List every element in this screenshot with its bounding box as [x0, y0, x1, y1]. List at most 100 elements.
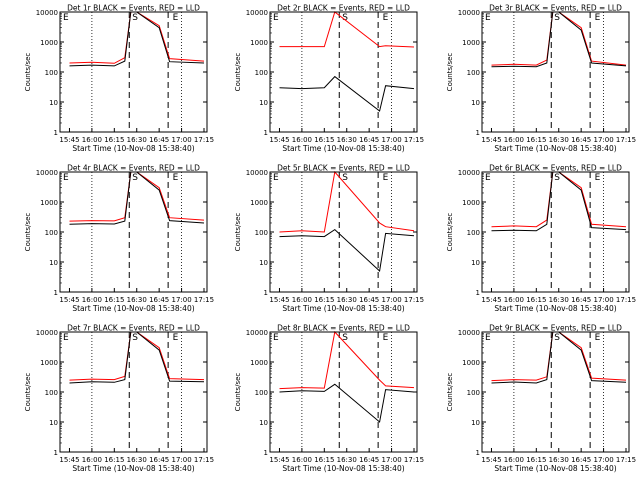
y-tick-label: 1 [476, 129, 480, 137]
interval-marker: E [173, 333, 179, 343]
x-axis-label: Start Time (10-Nov-08 15:38:40) [282, 304, 404, 313]
x-tick-label: 17:15 [404, 136, 424, 144]
panel-title: Det 1r BLACK = Events, RED = LLD [67, 4, 200, 13]
x-tick-label: 15:45 [59, 136, 79, 144]
interval-marker: E [173, 13, 179, 23]
y-axis-label: Counts/sec [234, 373, 242, 412]
y-axis-label: Counts/sec [446, 373, 454, 412]
y-tick-label: 100 [255, 69, 268, 77]
y-tick-label: 10000 [458, 329, 480, 337]
interval-marker: E [485, 13, 491, 23]
x-tick-label: 16:30 [549, 136, 569, 144]
plot-frame [269, 11, 418, 133]
y-tick-label: 10000 [458, 9, 480, 17]
x-tick-label: 16:30 [127, 456, 147, 464]
y-tick-label: 10 [471, 259, 480, 267]
x-tick-label: 16:15 [526, 296, 546, 304]
y-tick-label: 100 [45, 69, 58, 77]
x-tick-label: 16:15 [526, 456, 546, 464]
x-tick-label: 17:15 [194, 456, 214, 464]
panel-title: Det 7r BLACK = Events, RED = LLD [67, 324, 200, 333]
y-tick-label: 1000 [40, 39, 58, 47]
x-tick-label: 16:00 [82, 296, 102, 304]
x-tick-label: 17:15 [194, 136, 214, 144]
x-tick-label: 17:00 [593, 296, 613, 304]
x-tick-label: 16:00 [82, 456, 102, 464]
y-tick-label: 1 [264, 289, 268, 297]
y-tick-label: 1000 [462, 359, 480, 367]
interval-marker: S [554, 333, 560, 343]
y-tick-label: 100 [45, 229, 58, 237]
plot-frame [59, 171, 208, 293]
y-tick-label: 10 [49, 419, 58, 427]
interval-marker: E [63, 13, 69, 23]
x-axis-label: Start Time (10-Nov-08 15:38:40) [282, 464, 404, 473]
y-tick-label: 10 [259, 99, 268, 107]
x-tick-label: 15:45 [269, 456, 289, 464]
x-tick-label: 17:00 [381, 136, 401, 144]
y-tick-label: 100 [255, 389, 268, 397]
x-axis-label: Start Time (10-Nov-08 15:38:40) [494, 464, 616, 473]
y-tick-label: 100 [467, 69, 480, 77]
x-tick-label: 17:00 [171, 136, 191, 144]
interval-marker: E [63, 333, 69, 343]
x-tick-label: 16:30 [337, 136, 357, 144]
panel-title: Det 6r BLACK = Events, RED = LLD [489, 164, 622, 173]
x-tick-label: 17:15 [404, 296, 424, 304]
x-tick-label: 17:00 [593, 136, 613, 144]
y-tick-label: 1000 [462, 39, 480, 47]
y-tick-label: 100 [255, 229, 268, 237]
y-tick-label: 1000 [40, 199, 58, 207]
interval-marker: E [383, 13, 389, 23]
y-axis-label: Counts/sec [234, 53, 242, 92]
x-tick-label: 17:15 [616, 136, 636, 144]
plot-frame [481, 11, 630, 133]
plot-frame [59, 331, 208, 453]
x-tick-label: 16:45 [359, 296, 379, 304]
x-tick-label: 17:15 [404, 456, 424, 464]
x-tick-label: 16:15 [314, 456, 334, 464]
x-tick-label: 17:15 [616, 456, 636, 464]
x-tick-label: 15:45 [481, 296, 501, 304]
x-tick-label: 16:00 [292, 296, 312, 304]
x-tick-label: 16:15 [104, 296, 124, 304]
x-tick-label: 16:15 [526, 136, 546, 144]
x-axis-label: Start Time (10-Nov-08 15:38:40) [72, 464, 194, 473]
x-axis-label: Start Time (10-Nov-08 15:38:40) [494, 304, 616, 313]
y-tick-label: 1000 [250, 359, 268, 367]
y-tick-label: 1 [54, 129, 58, 137]
y-tick-label: 1000 [462, 199, 480, 207]
y-tick-label: 1 [54, 449, 58, 457]
x-tick-label: 16:45 [571, 296, 591, 304]
interval-marker: S [132, 13, 138, 23]
x-tick-label: 16:30 [337, 296, 357, 304]
plot-frame [269, 171, 418, 293]
x-tick-label: 16:45 [149, 136, 169, 144]
x-tick-label: 17:00 [381, 296, 401, 304]
interval-marker: E [383, 173, 389, 183]
x-tick-label: 15:45 [481, 456, 501, 464]
x-tick-label: 16:00 [504, 456, 524, 464]
plot-frame [481, 171, 630, 293]
x-tick-label: 17:15 [194, 296, 214, 304]
plot-frame [59, 11, 208, 133]
panel-title: Det 8r BLACK = Events, RED = LLD [277, 324, 410, 333]
panel-title: Det 9r BLACK = Events, RED = LLD [489, 324, 622, 333]
interval-marker: E [595, 13, 601, 23]
y-tick-label: 10 [259, 419, 268, 427]
interval-marker: E [595, 173, 601, 183]
x-tick-label: 15:45 [269, 296, 289, 304]
series-line-events [279, 228, 415, 273]
y-axis-label: Counts/sec [24, 53, 32, 92]
panel-title: Det 3r BLACK = Events, RED = LLD [489, 4, 622, 13]
interval-marker: S [554, 13, 560, 23]
y-tick-label: 1 [264, 129, 268, 137]
interval-marker: E [273, 333, 279, 343]
